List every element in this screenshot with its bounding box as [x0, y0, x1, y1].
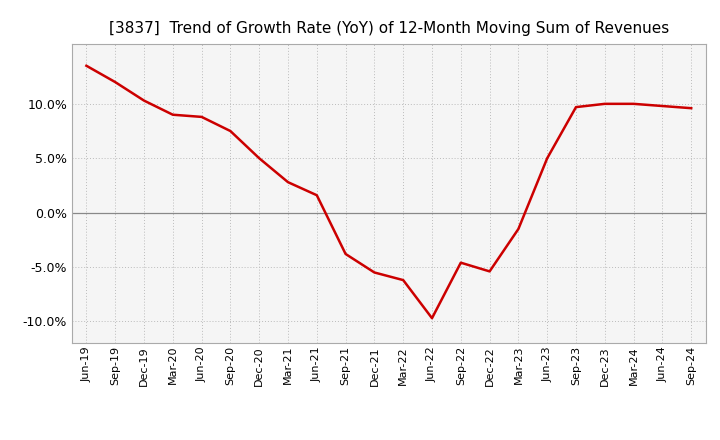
Title: [3837]  Trend of Growth Rate (YoY) of 12-Month Moving Sum of Revenues: [3837] Trend of Growth Rate (YoY) of 12-… — [109, 21, 669, 36]
